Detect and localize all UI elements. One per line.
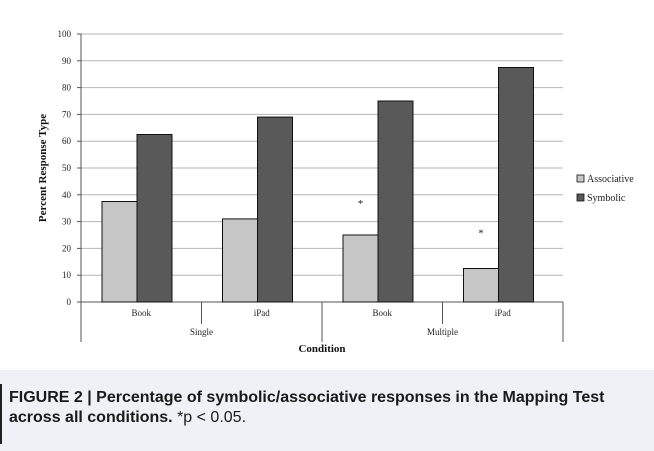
legend-label-symbolic: Symbolic bbox=[587, 193, 626, 204]
x-tick-label: iPad bbox=[495, 308, 512, 318]
bar-symbolic bbox=[136, 134, 173, 303]
legend-swatch-symbolic bbox=[576, 193, 585, 202]
y-tick-label: 10 bbox=[62, 270, 72, 280]
bar-associative bbox=[101, 201, 138, 303]
legend-swatch-associative bbox=[576, 174, 585, 183]
y-tick-label: 50 bbox=[62, 163, 72, 173]
significance-star: * bbox=[358, 198, 364, 210]
y-tick-label: 30 bbox=[62, 217, 72, 227]
y-tick-label: 20 bbox=[62, 243, 72, 253]
caption-label: FIGURE 2 | Percentage of symbolic/associ… bbox=[9, 389, 605, 426]
y-tick-label: 60 bbox=[62, 136, 72, 146]
x-tick-label: Book bbox=[131, 308, 151, 318]
bar-associative bbox=[463, 268, 499, 303]
bar-chart: 0 10 20 30 40 50 60 70 80 90 100 Book iPad Book iPad Si… bbox=[37, 29, 634, 355]
legend-label-associative: Associative bbox=[587, 174, 634, 185]
y-axis-title: Percent Response Type bbox=[37, 114, 49, 222]
caption-note: *p < 0.05. bbox=[177, 409, 247, 426]
x-tick-label: Book bbox=[372, 308, 392, 318]
bar-associative bbox=[222, 218, 258, 303]
x-axis-title: Condition bbox=[298, 343, 345, 355]
bar-symbolic bbox=[257, 116, 293, 303]
y-tick-label: 70 bbox=[62, 109, 72, 119]
y-tick-label: 40 bbox=[62, 190, 72, 200]
significance-star: * bbox=[478, 227, 484, 239]
chart-panel: 0 10 20 30 40 50 60 70 80 90 100 Book iPad Book iPad Si… bbox=[0, 0, 654, 370]
y-tick-label: 0 bbox=[67, 297, 72, 307]
group-label: Multiple bbox=[427, 327, 458, 337]
group-label: Single bbox=[190, 327, 213, 337]
y-tick-label: 100 bbox=[58, 29, 72, 39]
bar-symbolic bbox=[498, 67, 534, 303]
bar-associative bbox=[342, 234, 379, 303]
caption-rule bbox=[0, 384, 2, 444]
figure-caption: FIGURE 2 | Percentage of symbolic/associ… bbox=[9, 388, 645, 428]
y-tick-label: 80 bbox=[62, 83, 72, 93]
x-tick-label: iPad bbox=[254, 308, 271, 318]
y-tick-label: 90 bbox=[62, 56, 72, 66]
bar-symbolic bbox=[377, 100, 414, 303]
